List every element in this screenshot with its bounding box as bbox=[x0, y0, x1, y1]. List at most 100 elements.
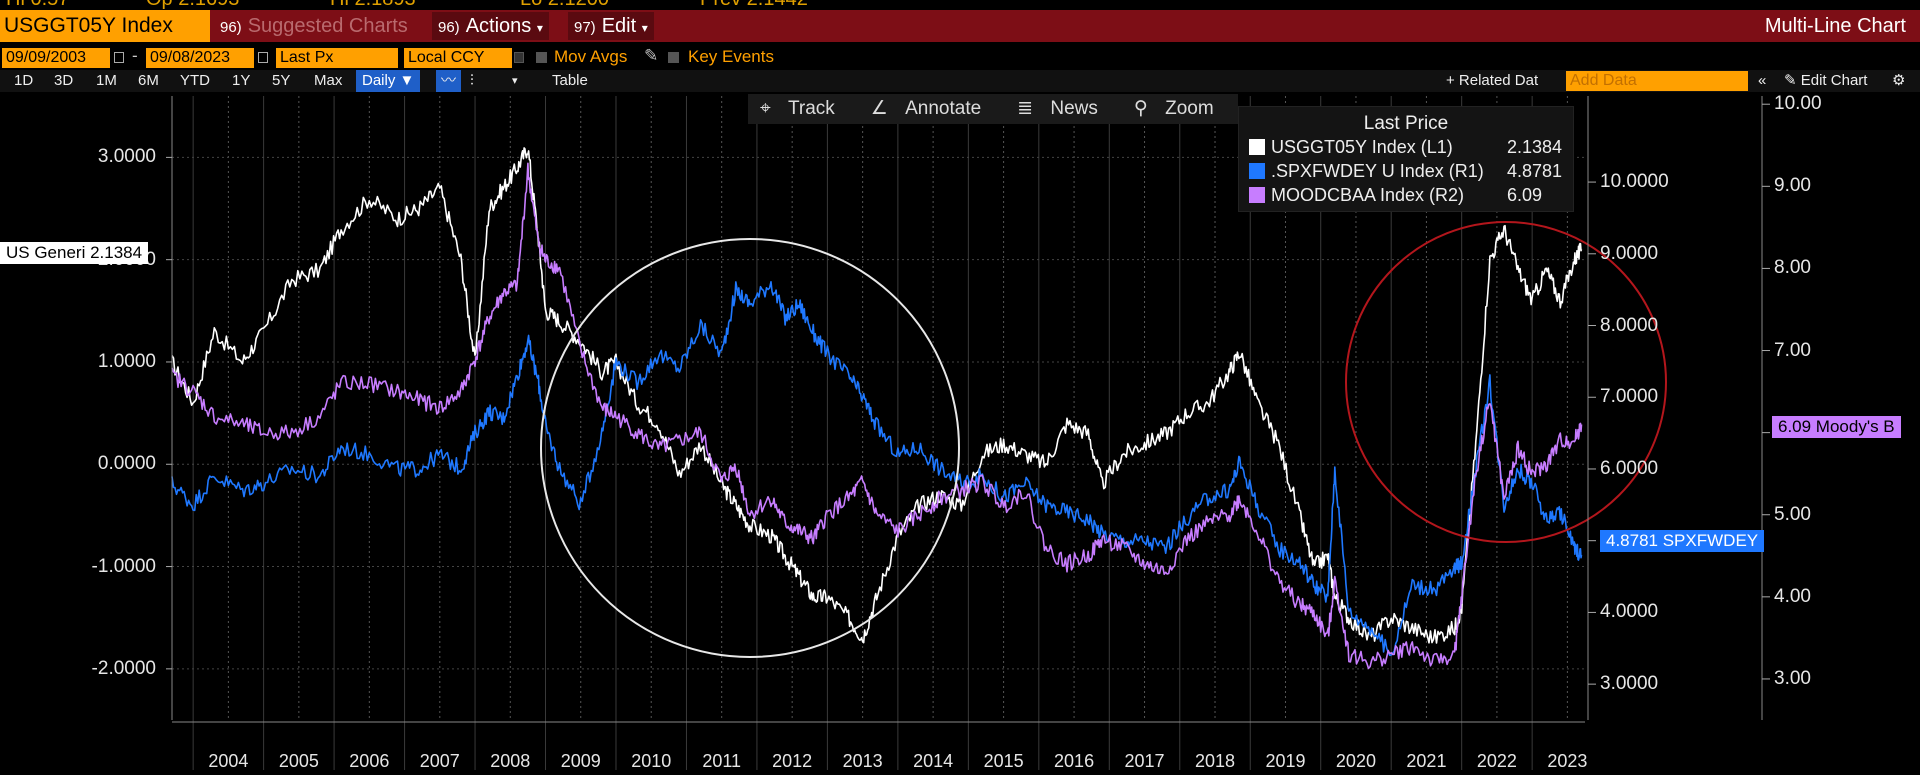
x-tick-label: 2008 bbox=[490, 751, 530, 771]
right-axis-2-tick-label: 7.00 bbox=[1774, 339, 1811, 361]
date-separator: - bbox=[132, 46, 138, 65]
range-1y-button[interactable]: 1Y bbox=[232, 72, 251, 89]
table-button[interactable]: Table bbox=[552, 72, 588, 89]
x-tick-label: 2023 bbox=[1547, 751, 1587, 771]
bar-chart-icon[interactable]: ⫶ bbox=[470, 72, 474, 89]
edit-button[interactable]: 97) Edit ▾ bbox=[568, 12, 654, 40]
end-date-field[interactable]: 09/08/2023 bbox=[146, 48, 254, 68]
currency-select[interactable]: Local CCY bbox=[404, 48, 512, 68]
last-value-tag-spxfwdey: 4.8781 SPXFWDEY bbox=[1600, 530, 1765, 552]
settings-row: 09/09/2003 - 09/08/2023 Last Px Local CC… bbox=[0, 46, 1920, 70]
x-tick-label: 2017 bbox=[1125, 751, 1165, 771]
legend-series-name: USGGT05Y Index (L1) bbox=[1271, 137, 1453, 157]
strip-item: Hi 0.57 bbox=[6, 0, 69, 10]
field-select[interactable]: Last Px bbox=[276, 48, 398, 68]
news-button[interactable]: ≣ News bbox=[1017, 98, 1098, 119]
x-tick-label: 2007 bbox=[420, 751, 460, 771]
left-axis-tick-label: 0.0000 bbox=[97, 453, 156, 475]
edit-chart-button[interactable]: ✎ Edit Chart bbox=[1784, 72, 1868, 89]
top-data-strip: Hi 0.57 Op 2.1693 Hi 2.1893 Lo 2.1200 Pr… bbox=[0, 0, 1920, 10]
highlight-circle-white bbox=[540, 238, 960, 658]
last-value-tag-moodcbaa: 6.09 Moody's B bbox=[1772, 416, 1901, 438]
dropdown-arrow-icon[interactable] bbox=[514, 52, 524, 63]
right-axis-1-tick-label: 10.0000 bbox=[1600, 171, 1669, 193]
x-tick-label: 2011 bbox=[702, 751, 741, 771]
right-axis-1-tick-label: 7.0000 bbox=[1600, 386, 1659, 408]
mov-avgs-checkbox[interactable] bbox=[536, 52, 547, 63]
pencil-icon[interactable]: ✎ bbox=[644, 46, 659, 65]
legend-entry[interactable]: USGGT05Y Index (L1) bbox=[1249, 137, 1453, 159]
range-ytd-button[interactable]: YTD bbox=[180, 72, 210, 89]
chart-axes: 2004 2005 2006 2007 2008 2009 2010 2011 2012 2013… bbox=[166, 96, 1770, 771]
title-bar: USGGT05Y Index 96) Suggested Charts 96) Ac… bbox=[0, 10, 1920, 42]
right-axis-1-tick-label: 8.0000 bbox=[1600, 314, 1659, 336]
calendar-icon[interactable] bbox=[114, 52, 124, 63]
right-axis-2-tick-label: 4.00 bbox=[1774, 585, 1811, 607]
left-axis-tick-label: -2.0000 bbox=[91, 657, 156, 679]
suggested-charts-button[interactable]: 96) Suggested Charts bbox=[220, 15, 408, 37]
x-tick-label: 2009 bbox=[561, 751, 601, 771]
actions-button[interactable]: 96) Actions ▾ bbox=[432, 12, 549, 40]
start-date-field[interactable]: 09/09/2003 bbox=[2, 48, 110, 68]
x-tick-label: 2013 bbox=[843, 751, 883, 771]
strip-item: Hi 2.1893 bbox=[330, 0, 416, 10]
legend-series-name: MOODCBAA Index (R2) bbox=[1271, 185, 1465, 205]
period-select[interactable]: Daily ▼ bbox=[356, 70, 421, 92]
x-tick-label: 2021 bbox=[1406, 751, 1446, 771]
related-data-button[interactable]: + Related Dat bbox=[1446, 72, 1539, 89]
zoom-button[interactable]: ⚲ Zoom bbox=[1133, 98, 1214, 119]
range-max-button[interactable]: Max bbox=[314, 72, 343, 89]
range-1d-button[interactable]: 1D bbox=[14, 72, 34, 89]
track-button[interactable]: ⌖ Track bbox=[760, 98, 835, 119]
right-axis-2-tick-label: 8.00 bbox=[1774, 257, 1811, 279]
strip-item: Prev 2.1442 bbox=[700, 0, 808, 10]
range-1m-button[interactable]: 1M bbox=[96, 72, 117, 89]
x-tick-label: 2004 bbox=[208, 751, 248, 771]
chevron-down-icon: ▾ bbox=[641, 21, 648, 35]
left-axis-tick-label: 1.0000 bbox=[97, 350, 156, 372]
last-value-tag-usggt05y: US Generi 2.1384 bbox=[0, 242, 149, 264]
legend-entry[interactable]: MOODCBAA Index (R2) bbox=[1249, 185, 1464, 207]
legend-value: 4.8781 bbox=[1507, 161, 1563, 181]
ticker-field[interactable]: USGGT05Y Index bbox=[0, 10, 210, 42]
x-tick-label: 2005 bbox=[279, 751, 319, 771]
series-line-0 bbox=[171, 147, 1583, 644]
chevron-down-icon[interactable]: ▾ bbox=[512, 75, 518, 87]
left-axis-tick-label: -1.0000 bbox=[91, 555, 156, 577]
key-events-label: Key Events bbox=[688, 47, 774, 66]
right-axis-2-tick-label: 10.00 bbox=[1774, 93, 1822, 115]
legend-swatch bbox=[1249, 163, 1265, 179]
chart-legend: Last Price USGGT05Y Index (L1) .SPXFWDEY… bbox=[1238, 106, 1574, 212]
right-axis-2-tick-label: 9.00 bbox=[1774, 175, 1811, 197]
x-tick-label: 2016 bbox=[1054, 751, 1094, 771]
x-tick-label: 2014 bbox=[913, 751, 953, 771]
range-row: 1D 3D 1M 6M YTD 1Y 5Y Max Daily ▼ 〰 ⫶ ▾ … bbox=[0, 70, 1920, 92]
range-5y-button[interactable]: 5Y bbox=[272, 72, 291, 89]
key-events-checkbox[interactable] bbox=[668, 52, 679, 63]
legend-swatch bbox=[1249, 139, 1265, 155]
collapse-icon[interactable]: « bbox=[1758, 72, 1767, 89]
highlight-circle-red bbox=[1345, 221, 1667, 543]
gear-icon[interactable]: ⚙ bbox=[1892, 72, 1906, 89]
line-chart-icon[interactable]: 〰 bbox=[436, 70, 462, 92]
calendar-icon[interactable] bbox=[258, 52, 268, 63]
x-tick-label: 2018 bbox=[1195, 751, 1235, 771]
strip-item: Lo 2.1200 bbox=[520, 0, 609, 10]
legend-series-name: .SPXFWDEY U Index (R1) bbox=[1271, 161, 1484, 181]
range-3d-button[interactable]: 3D bbox=[54, 72, 74, 89]
legend-value: 2.1384 bbox=[1507, 137, 1563, 157]
range-6m-button[interactable]: 6M bbox=[138, 72, 159, 89]
series-line-2 bbox=[171, 162, 1583, 670]
add-data-input[interactable]: Add Data bbox=[1566, 71, 1748, 91]
right-axis-2-tick-label: 3.00 bbox=[1774, 667, 1811, 689]
x-tick-label: 2006 bbox=[349, 751, 389, 771]
right-axis-1-tick-label: 3.0000 bbox=[1600, 673, 1659, 695]
legend-entry[interactable]: .SPXFWDEY U Index (R1) bbox=[1249, 161, 1484, 183]
annotate-button[interactable]: ∠ Annotate bbox=[870, 98, 982, 119]
x-tick-label: 2010 bbox=[631, 751, 671, 771]
x-tick-label: 2012 bbox=[772, 751, 812, 771]
chart-series bbox=[171, 147, 1583, 670]
legend-swatch bbox=[1249, 187, 1265, 203]
strip-item: Op 2.1693 bbox=[146, 0, 239, 10]
left-axis-tick-label: 3.0000 bbox=[97, 146, 156, 168]
